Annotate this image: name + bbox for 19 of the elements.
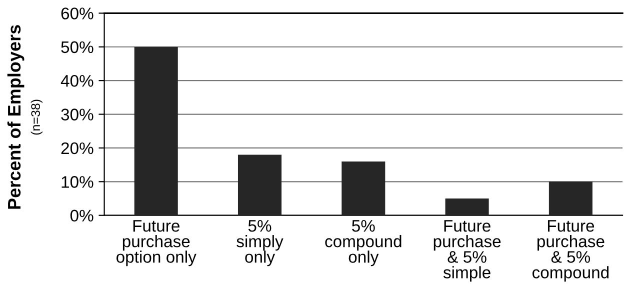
bar	[134, 46, 178, 216]
bar	[548, 182, 592, 216]
bar	[342, 161, 386, 216]
bar	[238, 154, 282, 216]
y-tick-label: 0%	[70, 210, 94, 222]
x-tick-label: 5% simply only	[236, 220, 284, 266]
y-tick-label: 10%	[62, 176, 94, 188]
x-tick-label: Future purchase & 5% simple	[434, 220, 501, 282]
y-tick-label: 60%	[61, 8, 94, 20]
x-tick-label: Future purchase option only	[116, 220, 196, 266]
x-tick-label: 5% compound only	[325, 220, 402, 266]
y-tick-label: 20%	[61, 142, 94, 154]
bar	[445, 198, 489, 216]
text: (n=38)	[30, 100, 42, 135]
y-tick-label: 50%	[61, 41, 94, 54]
x-tick-label: Future purchase & 5% compound	[532, 220, 609, 282]
y-tick-label: 30%	[61, 108, 94, 120]
y-tick-label: 40%	[60, 74, 94, 87]
y-axis-title: Percent of Employers	[7, 25, 24, 209]
